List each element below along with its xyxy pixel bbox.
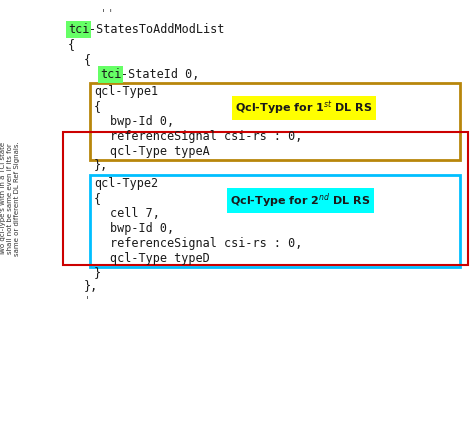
Text: Qcl-Type for 1$^{st}$ DL RS: Qcl-Type for 1$^{st}$ DL RS <box>235 99 373 117</box>
Text: qcl-Type typeD: qcl-Type typeD <box>110 252 210 265</box>
Bar <box>90 83 460 160</box>
Text: Qcl-Type for 2$^{nd}$ DL RS: Qcl-Type for 2$^{nd}$ DL RS <box>230 191 370 210</box>
Text: bwp-Id 0,: bwp-Id 0, <box>110 115 174 128</box>
Text: }: } <box>94 266 101 279</box>
Bar <box>63 132 468 265</box>
Text: -StateId 0,: -StateId 0, <box>121 68 200 81</box>
Text: -StatesToAddModList: -StatesToAddModList <box>89 23 224 36</box>
Text: {: { <box>94 192 101 205</box>
Text: },: }, <box>94 159 108 172</box>
Text: tci: tci <box>100 68 121 81</box>
Text: bwp-Id 0,: bwp-Id 0, <box>110 222 174 235</box>
Text: {: { <box>94 100 101 113</box>
Text: qcl-Type1: qcl-Type1 <box>94 85 158 98</box>
Text: {: { <box>84 53 91 66</box>
Text: '': '' <box>100 8 114 21</box>
Text: ': ' <box>84 295 91 308</box>
Bar <box>90 175 460 267</box>
Text: qcl-Type2: qcl-Type2 <box>94 177 158 190</box>
Text: qcl-Type typeA: qcl-Type typeA <box>110 145 210 158</box>
Text: referenceSignal csi-rs : 0,: referenceSignal csi-rs : 0, <box>110 237 302 250</box>
Text: tci: tci <box>68 23 90 36</box>
Text: Two qcl-Type's with in a TCI state
shall not be same even if its for
same or dif: Two qcl-Type's with in a TCI state shall… <box>0 141 20 256</box>
Text: },: }, <box>84 280 98 293</box>
Text: cell 7,: cell 7, <box>110 207 160 220</box>
Text: {: { <box>68 38 75 51</box>
Text: referenceSignal csi-rs : 0,: referenceSignal csi-rs : 0, <box>110 130 302 143</box>
